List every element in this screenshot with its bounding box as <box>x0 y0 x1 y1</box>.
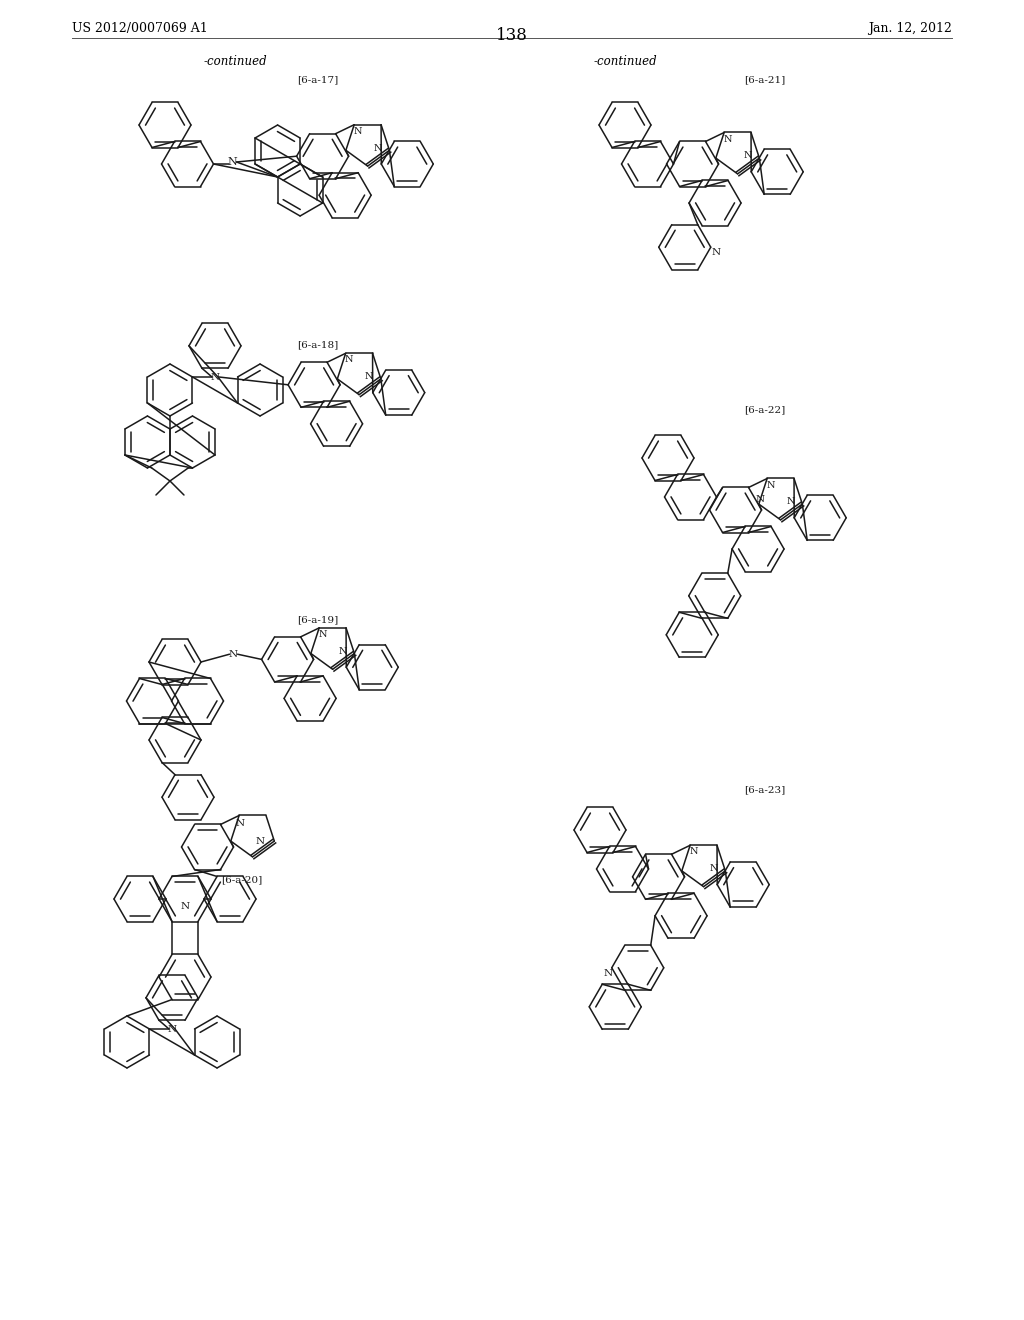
Text: N: N <box>766 480 775 490</box>
Text: N: N <box>603 969 612 978</box>
Text: -continued: -continued <box>593 55 656 69</box>
Text: N: N <box>689 847 697 857</box>
Text: N: N <box>180 903 189 911</box>
Text: [6-a-19]: [6-a-19] <box>297 615 339 624</box>
Text: N: N <box>227 157 238 168</box>
Text: [6-a-18]: [6-a-18] <box>297 341 339 348</box>
Text: N: N <box>723 135 732 144</box>
Text: US 2012/0007069 A1: US 2012/0007069 A1 <box>72 22 208 36</box>
Text: N: N <box>756 495 765 504</box>
Text: N: N <box>236 820 245 829</box>
Text: [6-a-23]: [6-a-23] <box>744 785 785 795</box>
Text: N: N <box>168 1024 176 1034</box>
Text: N: N <box>353 127 361 136</box>
Text: 138: 138 <box>496 26 528 44</box>
Text: [6-a-20]: [6-a-20] <box>221 875 262 884</box>
Text: -continued: -continued <box>203 55 267 69</box>
Text: [6-a-17]: [6-a-17] <box>297 75 339 84</box>
Text: N: N <box>338 647 347 656</box>
Text: [6-a-22]: [6-a-22] <box>744 405 785 414</box>
Text: N: N <box>710 865 718 874</box>
Text: N: N <box>743 152 752 161</box>
Text: N: N <box>712 248 720 257</box>
Text: [6-a-21]: [6-a-21] <box>744 75 785 84</box>
Text: N: N <box>211 372 219 381</box>
Text: N: N <box>365 372 374 381</box>
Text: Jan. 12, 2012: Jan. 12, 2012 <box>868 22 952 36</box>
Text: N: N <box>374 144 382 153</box>
Text: N: N <box>318 630 327 639</box>
Text: N: N <box>256 837 265 846</box>
Text: N: N <box>229 649 239 659</box>
Text: N: N <box>345 355 353 364</box>
Text: N: N <box>786 498 795 507</box>
